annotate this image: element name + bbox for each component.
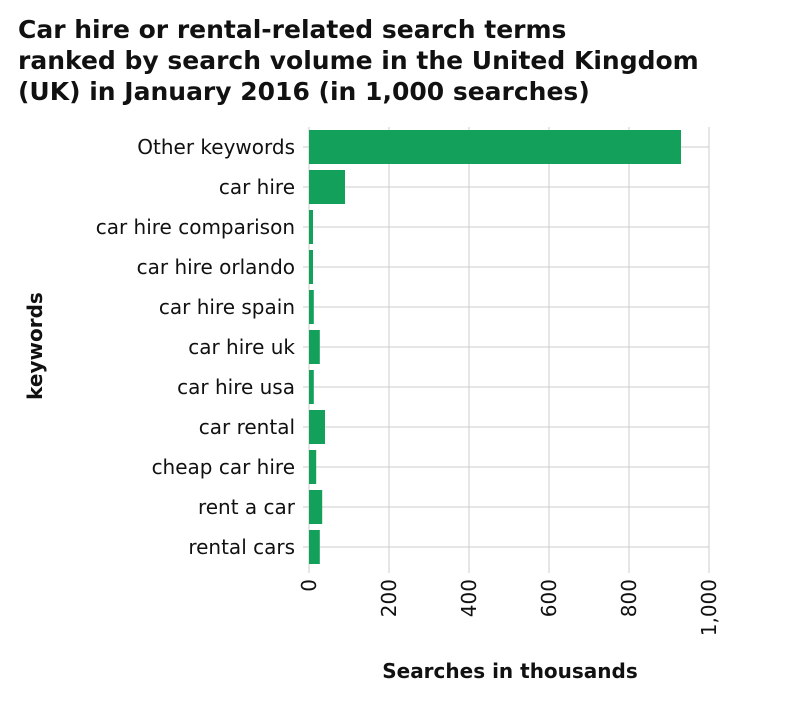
bar [309, 330, 320, 364]
bar [309, 370, 314, 404]
y-tick-label: cheap car hire [152, 455, 295, 479]
chart-title-line-3: (UK) in January 2016 (in 1,000 searches) [18, 77, 590, 106]
y-tick-label: car hire orlando [137, 255, 295, 279]
y-tick-label: car hire [219, 175, 295, 199]
x-tick-label: 200 [377, 579, 401, 617]
y-axis-title: keywords [23, 292, 47, 400]
y-tick-label: car hire spain [159, 295, 295, 319]
chart-title: Car hire or rental-related search terms … [18, 14, 798, 107]
x-tick-label: 1,000 [697, 579, 721, 636]
x-tick-labels: 0 200 400 600 800 1,000 [297, 579, 721, 636]
y-tick-label: rental cars [188, 535, 295, 559]
y-tick-label: car hire comparison [96, 215, 295, 239]
bar [309, 170, 345, 204]
bar [309, 130, 681, 164]
x-axis-title: Searches in thousands [382, 659, 638, 683]
bars [309, 130, 681, 564]
x-tick-label: 600 [537, 579, 561, 617]
bar [309, 490, 323, 524]
bar [309, 410, 325, 444]
x-tick-label: 400 [457, 579, 481, 617]
bar [309, 210, 313, 244]
grid-lines [303, 127, 710, 573]
y-tick-label: Other keywords [137, 135, 295, 159]
bar [309, 530, 320, 564]
chart-title-line-2: ranked by search volume in the United Ki… [18, 46, 699, 75]
y-tick-label: rent a car [198, 495, 296, 519]
y-tick-label: car rental [199, 415, 295, 439]
x-tick-label: 0 [297, 579, 321, 592]
x-tick-label: 800 [617, 579, 641, 617]
y-tick-labels: Other keywords car hire car hire compariso… [96, 135, 296, 559]
bar [309, 250, 313, 284]
y-tick-label: car hire uk [188, 335, 295, 359]
y-tick-label: car hire usa [177, 375, 295, 399]
bar [309, 450, 317, 484]
chart-title-line-1: Car hire or rental-related search terms [18, 15, 567, 44]
bar [309, 290, 314, 324]
